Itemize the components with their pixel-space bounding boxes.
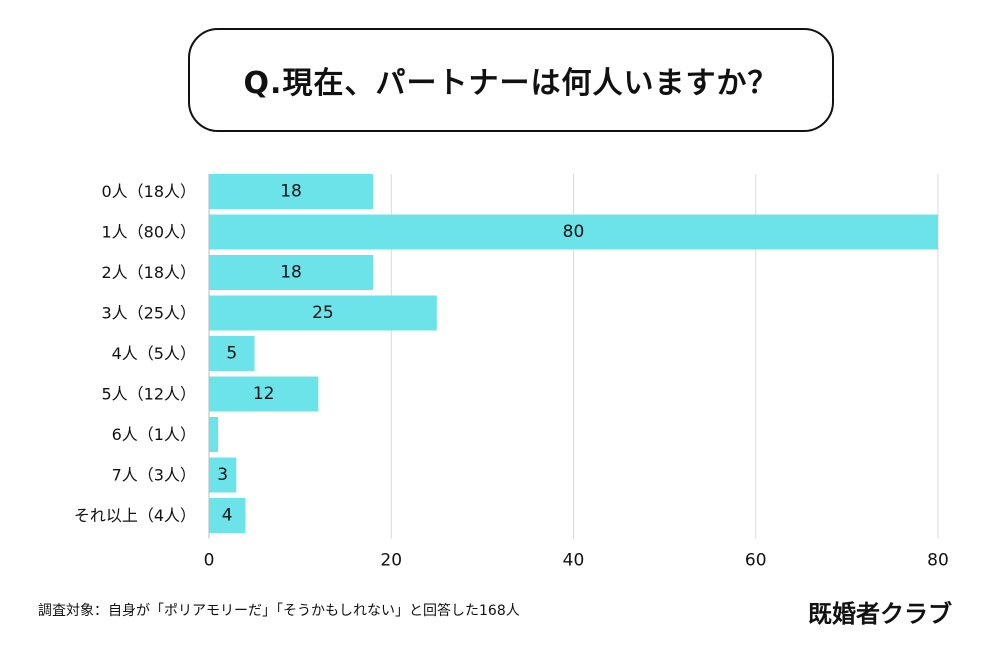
title-box: Q.現在、パートナーは何人いますか？ <box>188 28 834 132</box>
category-label-8: それ以上（4人） <box>74 506 196 525</box>
brand-logo-text: 既婚者クラブ <box>808 600 952 628</box>
bar-7 <box>209 457 237 493</box>
data-label-1: 80 <box>563 222 585 242</box>
data-label-8: 4 <box>222 506 233 526</box>
bar-1 <box>209 214 938 250</box>
x-tick-label-1: 20 <box>380 551 402 571</box>
category-label-6: 6人（1人） <box>112 425 196 444</box>
data-label-3: 25 <box>312 303 334 323</box>
data-label-5: 12 <box>253 384 275 404</box>
x-tick-label-3: 60 <box>745 551 767 571</box>
bar-4 <box>209 336 255 371</box>
category-label-3: 3人（25人） <box>101 304 196 323</box>
category-label-5: 5人（12人） <box>101 385 196 404</box>
bar-5 <box>209 376 319 412</box>
data-label-4: 5 <box>226 344 237 364</box>
category-label-0: 0人（18人） <box>101 182 196 201</box>
bar-chart: 18 80 18 25 5 12 3 4 0人（18人） 1人（80人） 2人（18人） 3人（25人… <box>74 174 949 571</box>
chart-title: Q.現在、パートナーは何人いますか？ <box>243 66 779 101</box>
bar-0 <box>209 174 374 209</box>
bar-8 <box>209 498 246 533</box>
bar-3 <box>209 295 437 331</box>
bar-2 <box>209 255 374 290</box>
category-label-2: 2人（18人） <box>101 263 196 282</box>
data-label-7: 3 <box>217 465 228 485</box>
bar-6 <box>209 417 219 452</box>
category-label-7: 7人（3人） <box>112 466 196 485</box>
category-label-4: 4人（5人） <box>112 344 196 363</box>
x-tick-label-4: 80 <box>927 551 949 571</box>
data-label-2: 18 <box>280 263 302 283</box>
category-label-1: 1人（80人） <box>101 223 196 242</box>
data-label-0: 18 <box>280 182 302 202</box>
footnote: 調査対象：自身が「ポリアモリーだ」「そうかもしれない」と回答した168人 <box>38 603 520 619</box>
x-tick-label-0: 0 <box>204 551 215 571</box>
x-tick-label-2: 40 <box>563 551 585 571</box>
